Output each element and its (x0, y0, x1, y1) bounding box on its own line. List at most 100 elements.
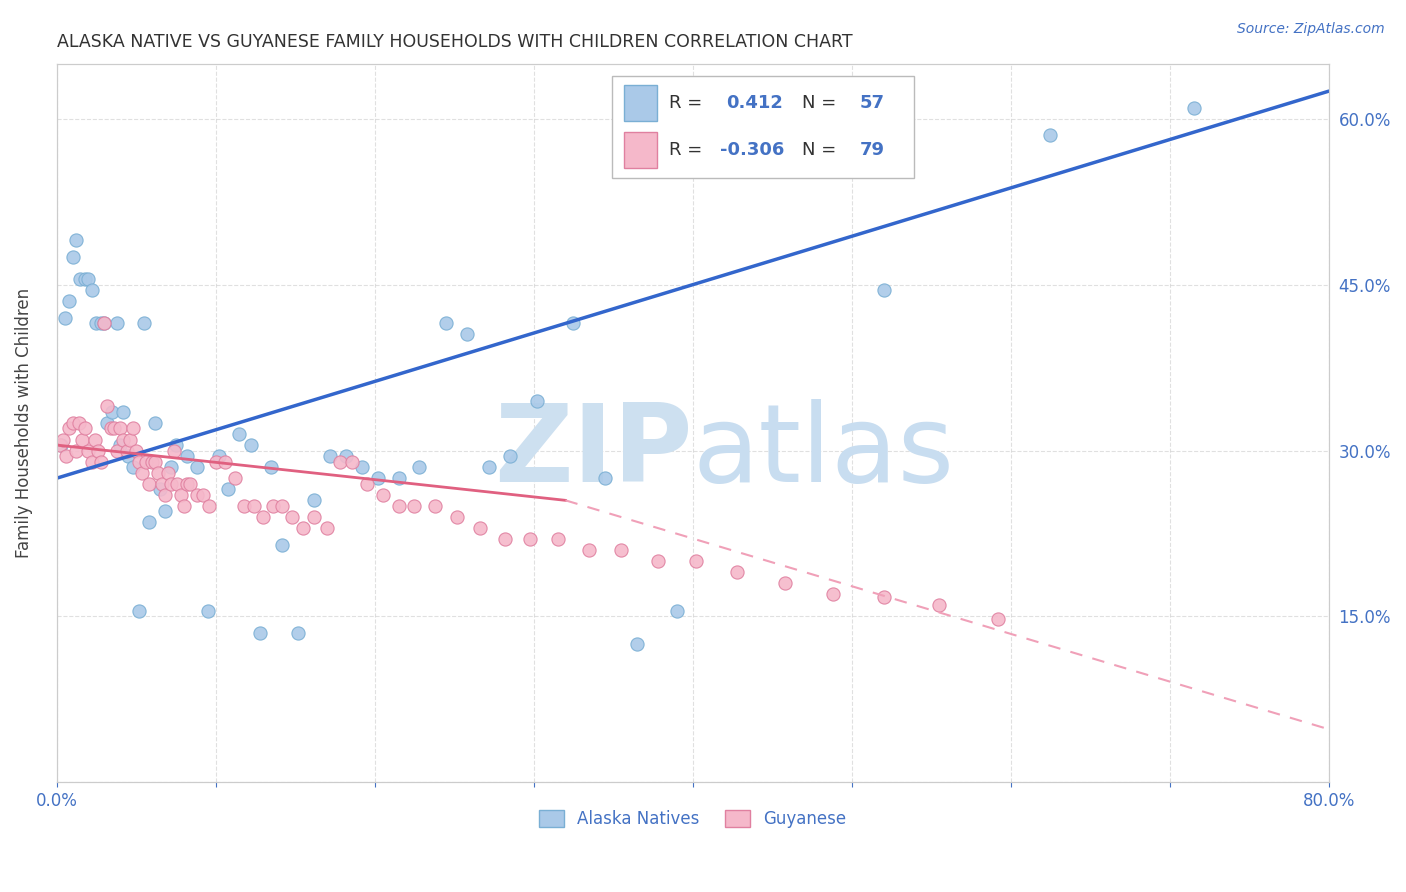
Point (1182, 101, 1205, 115)
Point (53, 310, 76, 325)
Point (86, 317, 108, 331)
Y-axis label: Family Households with Children: Family Households with Children (15, 288, 32, 558)
Point (685, 554, 707, 568)
Point (367, 471, 389, 485)
Point (105, 317, 128, 331)
Point (214, 455, 236, 469)
Point (165, 438, 187, 452)
Point (77, 272, 100, 286)
Point (122, 460, 145, 475)
Point (135, 455, 157, 469)
Point (105, 443, 128, 458)
Point (725, 566, 748, 580)
Point (494, 532, 516, 546)
Text: ALASKA NATIVE VS GUYANESE FAMILY HOUSEHOLDS WITH CHILDREN CORRELATION CHART: ALASKA NATIVE VS GUYANESE FAMILY HOUSEHO… (56, 33, 852, 51)
Point (96, 416, 118, 430)
Point (224, 471, 246, 485)
Point (87, 443, 110, 458)
Point (562, 317, 585, 331)
Point (329, 455, 352, 469)
Text: 79: 79 (859, 141, 884, 159)
Point (125, 443, 148, 458)
Point (499, 449, 522, 463)
Text: N =: N = (801, 141, 837, 159)
Point (65, 443, 87, 458)
Point (103, 421, 125, 435)
Point (468, 521, 491, 535)
Point (173, 499, 195, 513)
Point (773, 576, 796, 591)
Point (150, 476, 173, 491)
Text: R =: R = (669, 94, 702, 112)
Point (52, 433, 75, 447)
Point (821, 587, 844, 601)
Point (249, 626, 271, 640)
Point (69, 272, 91, 286)
Text: 57: 57 (859, 94, 884, 112)
Point (342, 455, 364, 469)
Point (166, 476, 188, 491)
Point (70, 433, 93, 447)
Point (58, 421, 80, 435)
Text: R =: R = (669, 141, 702, 159)
Point (610, 543, 633, 558)
Point (128, 604, 150, 618)
Point (149, 483, 172, 497)
Point (281, 510, 304, 524)
Point (233, 499, 256, 513)
Point (371, 488, 394, 502)
Point (110, 438, 132, 452)
Bar (624, 85, 657, 121)
Point (578, 543, 600, 558)
Point (90, 317, 112, 331)
Point (148, 466, 170, 480)
Point (186, 460, 208, 475)
Point (49, 438, 72, 452)
Point (176, 449, 198, 463)
Point (90, 455, 112, 469)
Point (132, 317, 155, 331)
Point (319, 449, 342, 463)
Point (131, 466, 153, 480)
Point (456, 327, 478, 342)
Point (122, 421, 145, 435)
Point (647, 554, 669, 568)
Point (112, 433, 135, 447)
Point (169, 488, 191, 502)
Point (1039, 128, 1062, 143)
Point (55, 449, 77, 463)
Point (872, 283, 894, 297)
Point (156, 466, 179, 480)
Point (138, 516, 160, 530)
Point (408, 460, 430, 475)
Point (179, 476, 201, 491)
Point (260, 460, 283, 475)
Point (58, 294, 80, 309)
Point (228, 427, 250, 442)
Point (271, 538, 294, 552)
Text: -0.306: -0.306 (720, 141, 785, 159)
Point (446, 510, 468, 524)
Point (65, 234, 87, 248)
Point (143, 416, 166, 430)
Point (160, 460, 183, 475)
Point (100, 421, 122, 435)
Point (928, 599, 950, 613)
Point (143, 455, 166, 469)
Text: N =: N = (801, 94, 837, 112)
Point (62, 250, 84, 264)
Point (153, 488, 176, 502)
Point (198, 499, 221, 513)
Point (80, 455, 103, 469)
Point (51, 438, 73, 452)
Text: 0.412: 0.412 (727, 94, 783, 112)
Point (302, 493, 325, 508)
Point (987, 612, 1010, 626)
Point (239, 438, 262, 452)
Point (93, 317, 115, 331)
Point (335, 449, 357, 463)
Point (191, 488, 214, 502)
Point (96, 400, 118, 414)
Point (526, 393, 548, 408)
Point (141, 455, 163, 469)
